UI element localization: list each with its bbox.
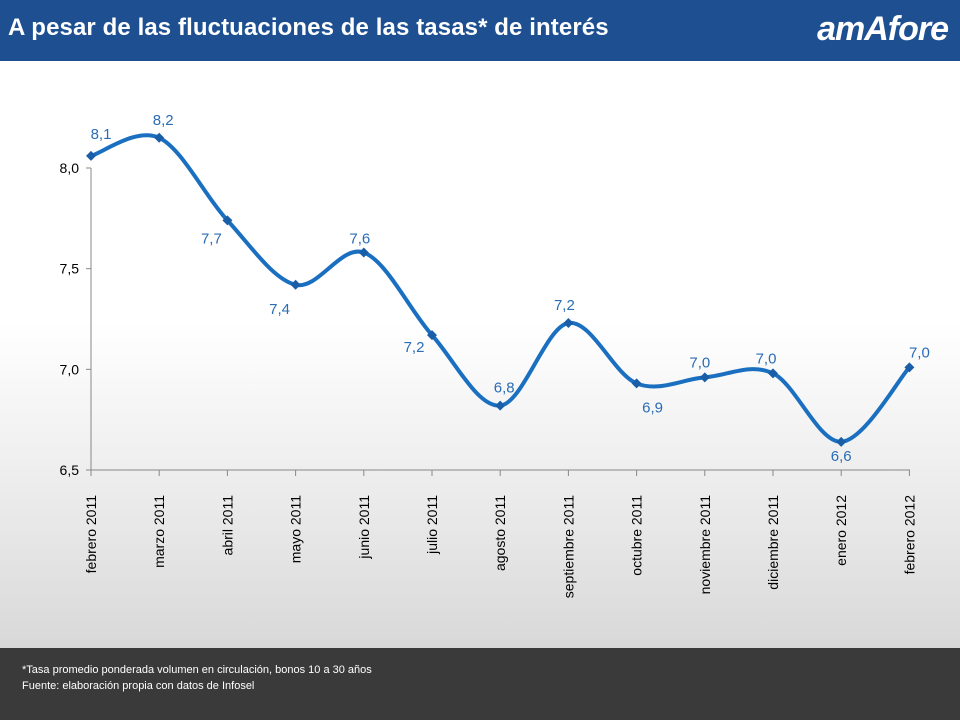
x-tick-label: julio 2011: [424, 495, 440, 555]
data-label: 6,9: [642, 399, 663, 416]
data-label: 7,0: [909, 344, 930, 361]
x-tick-label: septiembre 2011: [560, 495, 576, 598]
data-label: 7,0: [689, 354, 710, 371]
line-chart: 6,5 7,0 7,5 8,0 febrero 2011 marzo 2011 abril…: [60, 112, 930, 598]
x-tick-label: febrero 2012: [901, 495, 917, 575]
data-point: [836, 436, 847, 447]
x-tick-label: mayo 2011: [288, 495, 304, 563]
data-point: [427, 330, 437, 341]
x-tick-label: noviembre 2011: [697, 495, 713, 595]
data-label: 7,4: [269, 301, 290, 318]
data-point: [86, 150, 96, 161]
y-tick-label: 6,5: [60, 462, 80, 478]
x-tick-label: junio 2011: [356, 495, 372, 560]
data-label: 8,1: [91, 126, 112, 143]
footer-bar: *Tasa promedio ponderada volumen en circ…: [0, 648, 960, 720]
amafore-logo: amAfore: [817, 10, 949, 48]
source-note: Fuente: elaboración propia con datos de …: [22, 680, 255, 692]
data-point: [358, 247, 369, 258]
data-point: [768, 368, 778, 379]
data-label: 7,2: [404, 339, 425, 356]
data-label: 7,6: [349, 231, 370, 248]
data-label: 7,2: [554, 297, 575, 314]
footnote: *Tasa promedio ponderada volumen en circ…: [22, 664, 372, 676]
data-point: [699, 372, 710, 383]
x-tick-label: agosto 2011: [492, 495, 508, 571]
x-tick-label: abril 2011: [219, 495, 235, 556]
x-tick-label: marzo 2011: [151, 495, 167, 568]
data-point: [563, 318, 574, 329]
data-point: [154, 132, 165, 143]
y-tick-label: 7,5: [60, 261, 80, 277]
data-label: 8,2: [153, 112, 174, 129]
data-label: 7,0: [756, 350, 777, 367]
y-tick-label: 8,0: [60, 160, 80, 176]
data-point: [290, 279, 301, 290]
x-tick-label: febrero 2011: [83, 495, 99, 574]
page-title: A pesar de las fluctuaciones de las tasa…: [8, 14, 609, 41]
data-point: [495, 400, 506, 411]
x-tick-label: enero 2012: [833, 495, 849, 566]
data-point: [222, 215, 233, 226]
data-label: 6,8: [494, 380, 515, 397]
data-label: 7,7: [201, 230, 222, 247]
data-point: [631, 378, 642, 389]
y-tick-label: 7,0: [60, 361, 80, 377]
data-point: [904, 362, 915, 373]
x-tick-label: octubre 2011: [629, 495, 645, 576]
x-tick-label: diciembre 2011: [765, 495, 781, 590]
header-bar: A pesar de las fluctuaciones de las tasa…: [0, 0, 960, 61]
data-label: 6,6: [831, 448, 852, 465]
